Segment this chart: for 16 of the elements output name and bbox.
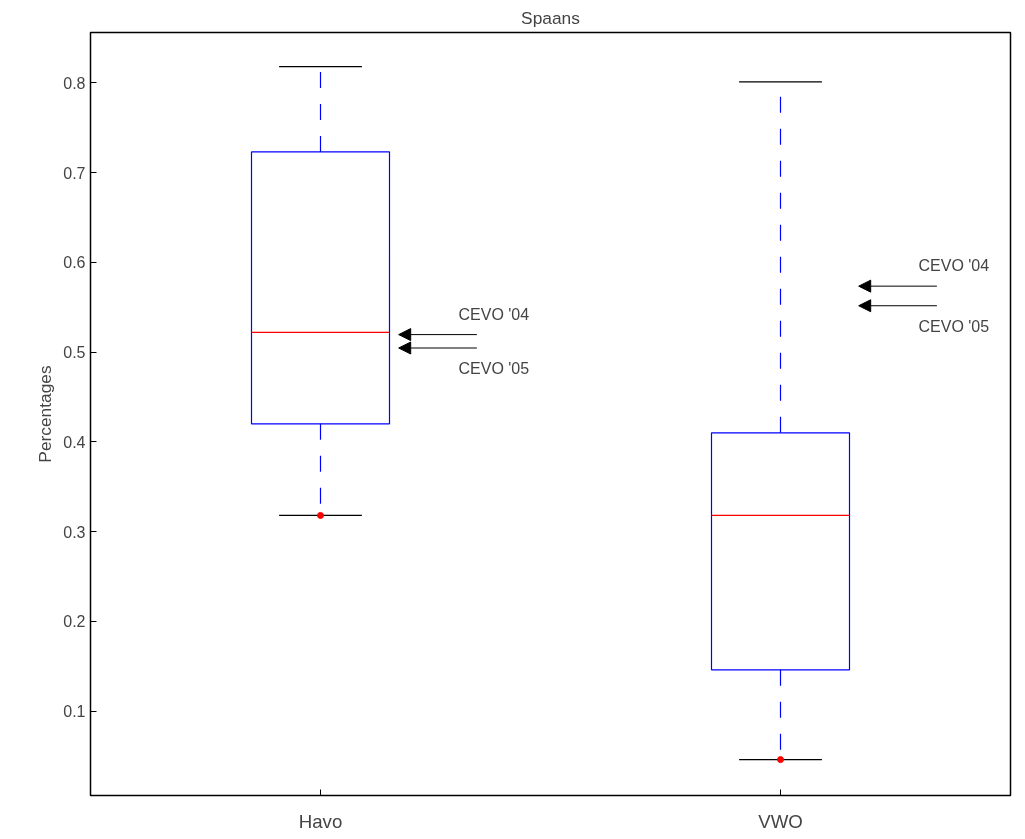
y-tick-label: 0.5 (63, 344, 86, 362)
y-tick-label: 0.6 (63, 254, 86, 272)
x-tick-label: VWO (758, 810, 803, 832)
y-tick-label: 0.2 (63, 613, 86, 631)
annotation: CEVO '04 (458, 305, 530, 323)
annotation: CEVO '05 (458, 360, 530, 378)
annotation: CEVO '05 (918, 317, 990, 335)
y-axis-title: Percentages (35, 365, 56, 463)
y-tick-label: 0.4 (63, 433, 86, 451)
annotation: CEVO '04 (918, 257, 990, 275)
y-tick-label: 0.7 (63, 164, 86, 182)
chart-title: Spaans (521, 7, 581, 28)
y-tick-label: 0.3 (63, 523, 86, 541)
y-tick-label: 0.1 (63, 703, 86, 721)
x-tick-label: Havo (298, 810, 343, 832)
y-tick-label: 0.8 (63, 74, 86, 92)
